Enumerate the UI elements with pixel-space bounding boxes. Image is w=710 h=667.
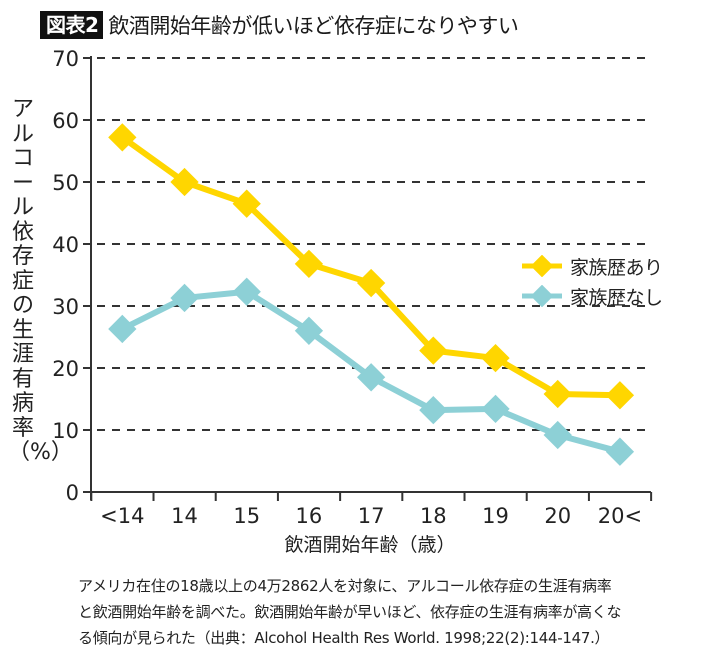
y-tick-label: 0: [66, 481, 79, 505]
line-chart: 0 10 20 30 40 50 60 70 <14 14 15 16 17 18 19 20 20< 飲酒開…: [52, 47, 653, 556]
legend-item-family-history-yes: 家族歴あり: [522, 251, 663, 281]
data-point-diamond: [605, 381, 635, 410]
series-family-history-no: [108, 277, 635, 466]
x-tick-label: 19: [482, 504, 509, 528]
legend-marker-yellow-diamond-icon: [522, 255, 562, 277]
y-tick-label: 70: [52, 47, 79, 71]
legend-marker-teal-diamond-icon: [522, 285, 562, 307]
data-point-diamond: [543, 379, 572, 409]
figure-caption: アメリカ在住の18歳以上の4万2862人を対象に、アルコール依存症の生涯有病率 …: [78, 573, 621, 651]
y-tick-label: 40: [52, 233, 79, 257]
x-tick-label: 14: [171, 504, 198, 528]
data-point-diamond: [419, 336, 448, 365]
caption-line: る傾向が見られた（出典：Alcohol Health Res World. 19…: [78, 629, 610, 647]
data-point-diamond: [356, 363, 386, 392]
x-tick-label: 16: [296, 504, 323, 528]
data-point-diamond: [481, 343, 510, 373]
data-point-diamond: [419, 396, 448, 425]
y-tick-label: 20: [52, 357, 79, 381]
legend-label: 家族歴あり: [570, 256, 663, 279]
y-tick-label: 30: [52, 295, 79, 319]
data-point-diamond: [481, 394, 510, 424]
data-point-diamond: [170, 283, 199, 313]
data-point-diamond: [543, 420, 572, 450]
legend: 家族歴あり 家族歴なし: [522, 251, 663, 311]
x-axis-label: 飲酒開始年齢（歳）: [284, 534, 455, 556]
x-tick-label: 17: [358, 504, 385, 528]
data-point-diamond: [232, 277, 261, 306]
x-tick-label: 18: [420, 504, 447, 528]
caption-line: アメリカ在住の18歳以上の4万2862人を対象に、アルコール依存症の生涯有病率: [78, 577, 612, 595]
figure-title-bar: 図表2 飲酒開始年齢が低いほど依存症になりやすい: [40, 10, 519, 40]
x-tick-label: 20: [544, 504, 571, 528]
data-point-diamond: [108, 314, 137, 344]
x-ticks: <14 14 15 16 17 18 19 20 20<: [90, 492, 653, 528]
legend-label: 家族歴なし: [570, 286, 663, 309]
data-point-diamond: [294, 316, 324, 345]
data-point-diamond: [605, 437, 635, 466]
y-ticks: 0 10 20 30 40 50 60 70: [52, 47, 91, 505]
figure-badge: 図表2: [40, 11, 104, 39]
x-tick-label: <14: [100, 504, 144, 528]
caption-line: と飲酒開始年齢を調べた。飲酒開始年齢が早いほど、依存症の生涯有病率が高くな: [78, 603, 622, 621]
y-tick-label: 60: [52, 109, 79, 133]
x-tick-label: 20<: [598, 504, 642, 528]
figure-title: 飲酒開始年齢が低いほど依存症になりやすい: [108, 14, 519, 38]
legend-item-family-history-no: 家族歴なし: [522, 281, 663, 311]
axes: [83, 56, 651, 500]
y-tick-label: 10: [52, 419, 79, 443]
y-tick-label: 50: [52, 171, 79, 195]
x-tick-label: 15: [233, 504, 260, 528]
series-group: [108, 123, 635, 466]
